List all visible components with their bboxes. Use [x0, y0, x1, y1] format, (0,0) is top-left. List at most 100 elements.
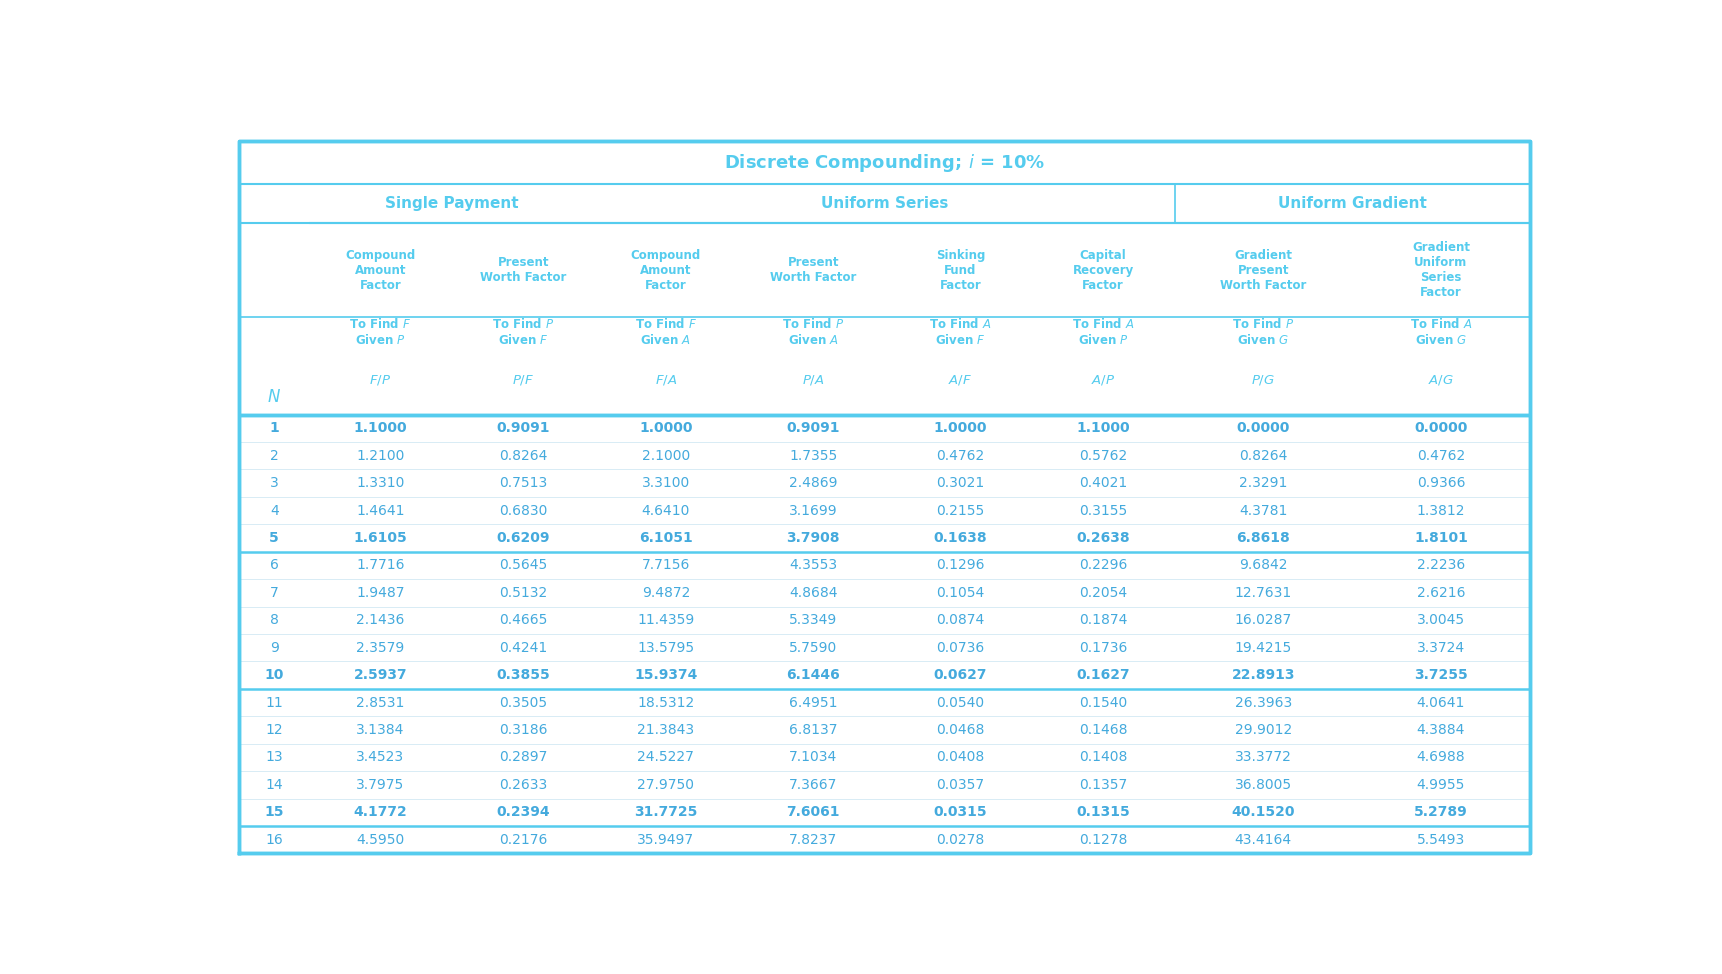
- Text: 2.3579: 2.3579: [356, 641, 405, 655]
- Text: 18.5312: 18.5312: [637, 695, 694, 709]
- Text: 6.1051: 6.1051: [639, 531, 692, 545]
- Text: 1.7355: 1.7355: [789, 449, 837, 463]
- Text: 0.2054: 0.2054: [1080, 585, 1128, 600]
- Text: 2: 2: [270, 449, 279, 463]
- Text: Present
Worth Factor: Present Worth Factor: [480, 256, 567, 284]
- Text: 35.9497: 35.9497: [637, 833, 694, 846]
- Text: Gradient
Present
Worth Factor: Gradient Present Worth Factor: [1221, 248, 1307, 292]
- Text: 0.1357: 0.1357: [1080, 778, 1128, 792]
- Text: 0.1054: 0.1054: [937, 585, 985, 600]
- Text: 31.7725: 31.7725: [634, 805, 697, 819]
- Text: 4.6988: 4.6988: [1417, 750, 1465, 765]
- Text: 0.2897: 0.2897: [499, 750, 548, 765]
- Text: Compound
Amount
Factor: Compound Amount Factor: [346, 248, 415, 292]
- Text: 2.1436: 2.1436: [356, 614, 405, 627]
- Text: Compound
Amount
Factor: Compound Amount Factor: [630, 248, 701, 292]
- Text: 0.0278: 0.0278: [937, 833, 985, 846]
- Text: 0.5645: 0.5645: [499, 558, 548, 573]
- Text: 2.4869: 2.4869: [789, 476, 837, 490]
- Text: 3.3724: 3.3724: [1417, 641, 1465, 655]
- Text: 8: 8: [270, 614, 279, 627]
- Text: 0.2638: 0.2638: [1076, 531, 1130, 545]
- Text: To Find $F$
Given $P$: To Find $F$ Given $P$: [350, 317, 412, 347]
- Text: 0.3021: 0.3021: [937, 476, 985, 490]
- Text: 3.7975: 3.7975: [356, 778, 405, 792]
- Text: 1.3812: 1.3812: [1417, 504, 1465, 517]
- Text: 0.1736: 0.1736: [1080, 641, 1128, 655]
- Text: 14: 14: [265, 778, 282, 792]
- Text: 0.1874: 0.1874: [1080, 614, 1128, 627]
- Text: 1.7716: 1.7716: [356, 558, 405, 573]
- Text: 33.3772: 33.3772: [1235, 750, 1292, 765]
- Text: $A/G$: $A/G$: [1428, 373, 1453, 388]
- Text: 0.8264: 0.8264: [1240, 449, 1288, 463]
- Text: 4.5950: 4.5950: [356, 833, 405, 846]
- Text: 0.1278: 0.1278: [1080, 833, 1128, 846]
- Text: 0.1540: 0.1540: [1080, 695, 1128, 709]
- Text: 7.8237: 7.8237: [789, 833, 837, 846]
- Text: 9: 9: [270, 641, 279, 655]
- Text: Sinking
Fund
Factor: Sinking Fund Factor: [935, 248, 985, 292]
- Text: 0.5132: 0.5132: [499, 585, 548, 600]
- Text: Gradient
Uniform
Series
Factor: Gradient Uniform Series Factor: [1412, 242, 1471, 299]
- Text: 4.3781: 4.3781: [1240, 504, 1288, 517]
- Text: 2.8531: 2.8531: [356, 695, 405, 709]
- Text: 0.9091: 0.9091: [787, 422, 840, 435]
- Text: 4: 4: [270, 504, 279, 517]
- Text: 0.6830: 0.6830: [499, 504, 548, 517]
- Text: 12: 12: [265, 723, 282, 737]
- Text: 2.2236: 2.2236: [1417, 558, 1465, 573]
- Text: 5.2789: 5.2789: [1414, 805, 1467, 819]
- Text: 0.3505: 0.3505: [499, 695, 548, 709]
- Text: 0.0315: 0.0315: [933, 805, 987, 819]
- Text: 4.8684: 4.8684: [789, 585, 837, 600]
- Text: 0.5762: 0.5762: [1080, 449, 1128, 463]
- Text: 5.7590: 5.7590: [789, 641, 837, 655]
- Text: 4.6410: 4.6410: [642, 504, 691, 517]
- Text: Uniform Series: Uniform Series: [821, 197, 949, 211]
- Text: 15.9374: 15.9374: [634, 668, 697, 682]
- Text: 13: 13: [265, 750, 282, 765]
- Text: $P/A$: $P/A$: [802, 373, 825, 388]
- Text: 0.0000: 0.0000: [1236, 422, 1290, 435]
- Text: 0.1638: 0.1638: [933, 531, 987, 545]
- Text: Discrete Compounding; $i$ = 10%: Discrete Compounding; $i$ = 10%: [723, 152, 1045, 173]
- Text: 0.9366: 0.9366: [1417, 476, 1465, 490]
- Text: 0.9091: 0.9091: [496, 422, 549, 435]
- Text: 4.1772: 4.1772: [353, 805, 408, 819]
- Text: 16: 16: [265, 833, 282, 846]
- Text: 4.9955: 4.9955: [1417, 778, 1465, 792]
- Text: 13.5795: 13.5795: [637, 641, 694, 655]
- Text: $F/P$: $F/P$: [370, 373, 391, 388]
- Text: 29.9012: 29.9012: [1235, 723, 1292, 737]
- Text: To Find $A$
Given $P$: To Find $A$ Given $P$: [1073, 317, 1135, 347]
- Text: 1.1000: 1.1000: [1076, 422, 1130, 435]
- Text: 6.8137: 6.8137: [789, 723, 837, 737]
- Text: $A/P$: $A/P$: [1092, 373, 1116, 388]
- Text: 4.0641: 4.0641: [1417, 695, 1465, 709]
- Text: 0.2155: 0.2155: [937, 504, 985, 517]
- Text: 1.4641: 1.4641: [356, 504, 405, 517]
- Text: To Find $P$
Given $G$: To Find $P$ Given $G$: [1233, 317, 1295, 347]
- Text: 5.3349: 5.3349: [789, 614, 837, 627]
- Text: 0.4762: 0.4762: [1417, 449, 1465, 463]
- Text: 0.0736: 0.0736: [937, 641, 985, 655]
- Text: 0.3186: 0.3186: [499, 723, 548, 737]
- Text: 0.0627: 0.0627: [933, 668, 987, 682]
- Text: 2.6216: 2.6216: [1417, 585, 1465, 600]
- Text: $P/F$: $P/F$: [511, 373, 534, 388]
- Text: Single Payment: Single Payment: [386, 197, 518, 211]
- Text: 0.4021: 0.4021: [1080, 476, 1128, 490]
- Text: 0.0000: 0.0000: [1414, 422, 1467, 435]
- Text: 3.7908: 3.7908: [787, 531, 840, 545]
- Text: 0.2394: 0.2394: [496, 805, 549, 819]
- Text: 0.3155: 0.3155: [1080, 504, 1128, 517]
- Text: Uniform Gradient: Uniform Gradient: [1278, 197, 1426, 211]
- Text: 24.5227: 24.5227: [637, 750, 694, 765]
- Text: 0.4241: 0.4241: [499, 641, 548, 655]
- Text: 1.0000: 1.0000: [933, 422, 987, 435]
- Text: 2.3291: 2.3291: [1240, 476, 1288, 490]
- Text: 1.0000: 1.0000: [639, 422, 692, 435]
- Text: 6.1446: 6.1446: [787, 668, 840, 682]
- Text: To Find $F$
Given $A$: To Find $F$ Given $A$: [635, 317, 697, 347]
